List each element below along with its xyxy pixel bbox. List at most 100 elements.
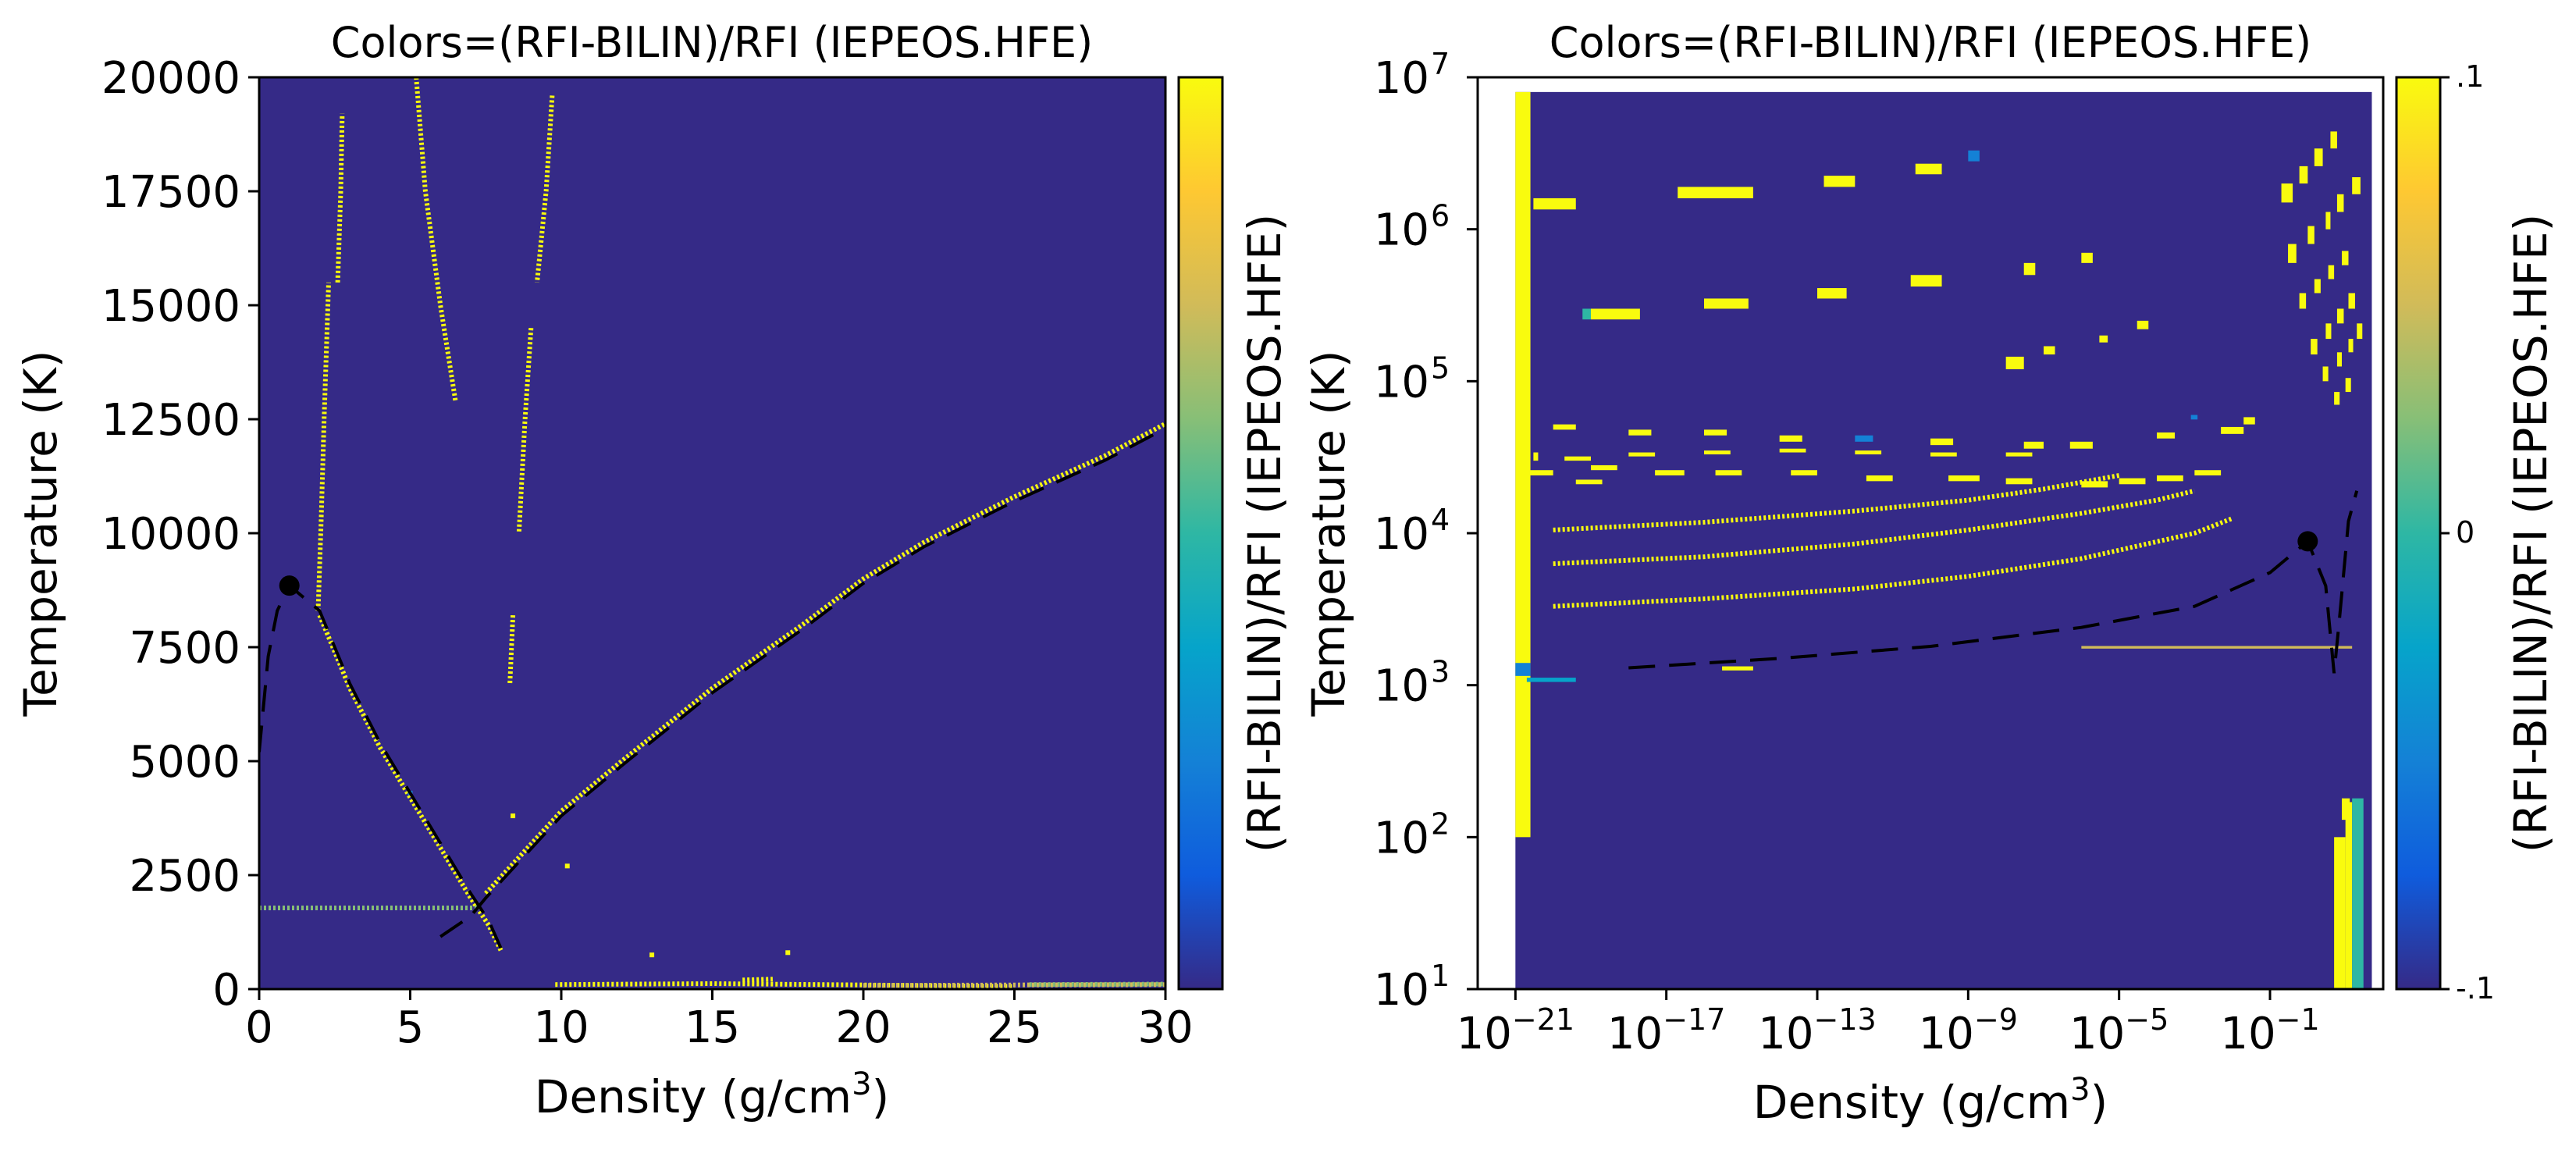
heatmap-cell xyxy=(1591,308,1640,320)
heatmap-cell xyxy=(2357,323,2363,340)
phase-boundary-line xyxy=(439,426,1165,938)
x-tick-label: 10 xyxy=(533,1002,589,1053)
heatmap-cell xyxy=(2081,252,2093,263)
heatmap-cell xyxy=(1715,470,1742,475)
heatmap-cell xyxy=(1779,435,1802,442)
phase-boundary-line xyxy=(1628,490,2359,674)
heatmap-strip xyxy=(317,614,503,952)
heatmap-cell xyxy=(2099,335,2108,343)
heatmap-cell xyxy=(2348,293,2356,309)
heatmap-cell xyxy=(1515,663,1531,676)
heatmap-cell xyxy=(2081,481,2108,488)
heatmap-cell xyxy=(2336,308,2344,324)
heatmap-cell xyxy=(1968,150,1980,162)
heatmap-cell xyxy=(2119,478,2146,485)
y-tick-label: 10 xyxy=(1374,357,1429,408)
heatmap-strip xyxy=(484,422,1165,895)
heatmap-cell xyxy=(2005,356,2024,369)
left-colorbar-frame xyxy=(1177,76,1224,991)
heatmap-cell xyxy=(2341,798,2350,820)
x-tick-label: 5 xyxy=(397,1002,425,1053)
heatmap-cell xyxy=(2334,837,2346,989)
y-tick-label: 10 xyxy=(1374,509,1429,560)
heatmap-strip xyxy=(335,113,345,283)
heatmap-cell xyxy=(2314,148,2323,166)
heatmap-cell xyxy=(1526,678,1576,682)
heatmap-cell xyxy=(1533,198,1576,210)
heatmap-strip xyxy=(507,614,516,684)
y-tick-label: 17500 xyxy=(101,167,240,218)
heatmap-cell xyxy=(2157,432,2176,439)
heatmap-spot xyxy=(511,813,516,819)
right-x-axis: 10−21 10−17 10−13 10−9 10−5 10−1 xyxy=(1457,989,2320,1059)
heatmap-cell xyxy=(1628,452,1656,457)
heatmap-cell xyxy=(2288,244,2297,263)
left-colorbar-gradient xyxy=(1179,77,1222,989)
heatmap-cell xyxy=(1823,176,1856,187)
y-tick-exponent: 1 xyxy=(1431,959,1450,993)
y-tick-label: 10 xyxy=(1374,813,1429,863)
heatmap-cell xyxy=(1591,464,1617,471)
left-heatmap-panel: Colors=(RFI-BILIN)/RFI (IEPEOS.HFE) 0 5 10… xyxy=(14,18,1194,1123)
heatmap-cell xyxy=(1533,452,1539,461)
heatmap-cell xyxy=(2336,194,2344,212)
heatmap-cell xyxy=(1866,475,1893,482)
heatmap-strip xyxy=(1029,981,1165,988)
heatmap-cell xyxy=(2352,177,2361,194)
left-y-axis-label: Temperature (K) xyxy=(14,350,67,717)
y-tick-label: 15000 xyxy=(101,281,240,332)
left-heatmap-features xyxy=(259,77,1165,989)
heatmap-cell xyxy=(2325,323,2332,340)
y-tick-label: 0 xyxy=(212,965,240,1016)
heatmap-cell xyxy=(2221,426,2244,434)
heatmap-cell xyxy=(2044,346,2055,355)
heatmap-spot xyxy=(564,863,570,869)
heatmap-cell xyxy=(1678,187,1753,198)
heatmap-cell xyxy=(2322,366,2329,382)
heatmap-cell xyxy=(1564,456,1591,461)
heatmap-cell xyxy=(2069,441,2093,449)
y-tick-label: 10 xyxy=(1374,53,1429,104)
y-tick-label: 10000 xyxy=(101,509,240,560)
heatmap-cell xyxy=(2325,212,2331,230)
heatmap-cell xyxy=(1817,288,1847,299)
right-colorbar: .1 0 -.1 (RFI-BILIN)/RFI (IEPEOS.HFE) xyxy=(2395,59,2557,1005)
heatmap-cell xyxy=(2023,262,2036,276)
heatmap-cell xyxy=(2157,475,2183,482)
heatmap-cell xyxy=(1553,424,1576,430)
left-phase-boundary xyxy=(259,426,1165,949)
y-tick-exponent: 3 xyxy=(1431,655,1450,689)
right-colorbar-gradient xyxy=(2396,77,2440,989)
heatmap-cell xyxy=(2299,293,2307,309)
heatmap-cell xyxy=(2328,265,2335,279)
right-phase-boundary xyxy=(1628,490,2359,674)
phase-boundary-line xyxy=(259,583,503,949)
heatmap-cell xyxy=(1855,435,1873,442)
heatmap-spot xyxy=(649,952,655,958)
left-y-axis: 0 2500 5000 7500 10000 12500 15000 17500 20000 xyxy=(101,53,259,1016)
heatmap-cell xyxy=(1930,452,1957,457)
left-chart-title: Colors=(RFI-BILIN)/RFI (IEPEOS.HFE) xyxy=(331,18,1093,67)
heatmap-cell xyxy=(2311,339,2318,355)
y-tick-label: 7500 xyxy=(129,623,240,674)
y-tick-label: 10 xyxy=(1374,661,1429,712)
heatmap-cell xyxy=(1948,475,1980,482)
heatmap-cell xyxy=(1930,438,1954,446)
heatmap-cell xyxy=(2281,183,2293,203)
x-tick-label: 0 xyxy=(245,1002,273,1053)
heatmap-cell xyxy=(2341,251,2349,265)
heatmap-strip xyxy=(1553,516,2233,609)
left-colorbar-label: (RFI-BILIN)/RFI (IEPEOS.HFE) xyxy=(1238,214,1291,853)
right-heatmap-panel: Colors=(RFI-BILIN)/RFI (IEPEOS.HFE) 10−2… xyxy=(1302,18,2385,1129)
heatmap-cell xyxy=(2334,392,2340,405)
y-tick-label: 10 xyxy=(1374,965,1429,1016)
heatmap-spot xyxy=(785,950,791,956)
heatmap-cell xyxy=(1722,666,1753,671)
heatmap-strip xyxy=(863,982,1165,988)
x-tick-label: 10−9 xyxy=(1919,1002,2018,1059)
heatmap-cell xyxy=(1655,470,1685,475)
x-tick-label: 30 xyxy=(1137,1002,1193,1053)
critical-point-marker xyxy=(279,575,300,596)
